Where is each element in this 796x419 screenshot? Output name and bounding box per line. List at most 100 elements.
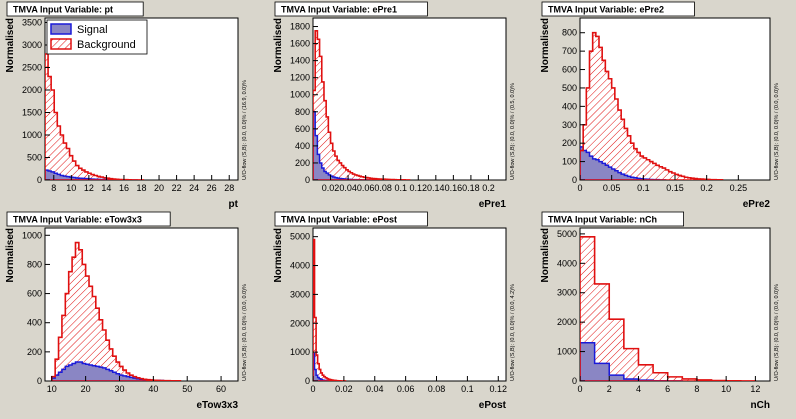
overflow-info: U/O-flow (S,B): (0.0, 0.0)% / (0.5, 0.0)… bbox=[510, 83, 516, 180]
legend-background-swatch bbox=[50, 38, 72, 50]
background-histogram-fill bbox=[580, 32, 723, 180]
x-axis-label: nCh bbox=[751, 400, 770, 411]
overflow-info: U/O-flow (S,B): (0.0, 0.0)% / (0.0, 0.0)… bbox=[774, 83, 780, 180]
y-tick-label: 0 bbox=[37, 175, 42, 185]
title-box bbox=[6, 1, 144, 17]
title-text: TMVA Input Variable: ePost bbox=[281, 215, 397, 225]
x-tick-label: 28 bbox=[224, 183, 234, 193]
x-tick-label: 0.04 bbox=[339, 183, 357, 193]
x-tick-label: 0 bbox=[577, 183, 582, 193]
x-tick-label: 0.15 bbox=[666, 183, 684, 193]
panel-title: TMVA Input Variable: nCh bbox=[541, 211, 685, 227]
y-tick-label: 1800 bbox=[290, 22, 310, 32]
y-tick-label: 4000 bbox=[557, 258, 577, 268]
y-tick-label: 500 bbox=[27, 153, 42, 163]
background-histogram-outline bbox=[45, 53, 145, 180]
x-tick-label: 0.05 bbox=[603, 183, 621, 193]
title-text: TMVA Input Variable: nCh bbox=[548, 215, 657, 225]
x-tick-label: 0.25 bbox=[730, 183, 748, 193]
y-tick-label: 200 bbox=[27, 347, 42, 357]
legend-signal-swatch bbox=[50, 23, 72, 35]
legend-signal-label: Signal bbox=[77, 24, 108, 36]
y-tick-label: 0 bbox=[305, 376, 310, 386]
title-box bbox=[541, 1, 695, 17]
y-tick-label: 5000 bbox=[557, 229, 577, 239]
x-tick-label: 0.08 bbox=[374, 183, 392, 193]
x-tick-label: 2 bbox=[607, 384, 612, 394]
panel-title: TMVA Input Variable: ePre1 bbox=[274, 1, 428, 17]
y-tick-label: 200 bbox=[295, 158, 310, 168]
panel-title: TMVA Input Variable: ePost bbox=[274, 211, 428, 227]
background-histogram-fill bbox=[313, 239, 346, 381]
title-box bbox=[6, 211, 171, 227]
background-histogram-outline bbox=[313, 29, 411, 180]
y-tick-label: 500 bbox=[562, 83, 577, 93]
y-axis-label: Normalised bbox=[273, 18, 284, 72]
x-tick-label: 0.1 bbox=[394, 183, 407, 193]
title-text: TMVA Input Variable: pt bbox=[13, 5, 113, 15]
y-tick-label: 0 bbox=[572, 175, 577, 185]
x-tick-label: 0.02 bbox=[322, 183, 340, 193]
overflow-info: U/O-flow (S,B): (0.0, 0.0)% / (16.9, 0.0… bbox=[242, 80, 248, 180]
histogram-panel-3: 10 20 30 40 50 6002004006008001000eTow3x3Norm… bbox=[5, 211, 248, 411]
x-axis-label: eTow3x3 bbox=[197, 400, 239, 411]
x-tick-label: 16 bbox=[119, 183, 129, 193]
background-histogram-fill bbox=[45, 54, 144, 180]
histogram-series bbox=[313, 29, 411, 180]
x-axis-label: ePre1 bbox=[479, 199, 507, 210]
x-tick-label: 8 bbox=[694, 384, 699, 394]
x-tick-label: 4 bbox=[636, 384, 641, 394]
y-tick-label: 400 bbox=[562, 101, 577, 111]
x-tick-label: 60 bbox=[216, 384, 226, 394]
y-tick-label: 1600 bbox=[290, 39, 310, 49]
histogram-panel-1: 0.02 0.04 0.06 0.08 0.1 0.12 0.14 0.16 0.18 0.2 0 2… bbox=[273, 1, 516, 210]
background-histogram-fill bbox=[51, 242, 181, 381]
x-tick-label: 20 bbox=[81, 384, 91, 394]
panel-title: TMVA Input Variable: pt bbox=[6, 1, 144, 17]
y-tick-label: 800 bbox=[27, 259, 42, 269]
x-tick-label: 0.2 bbox=[482, 183, 495, 193]
y-tick-label: 3000 bbox=[557, 288, 577, 298]
y-tick-label: 2500 bbox=[22, 63, 42, 73]
histogram-series bbox=[45, 53, 145, 180]
legend: Signal Background bbox=[46, 19, 148, 55]
x-tick-label: 8 bbox=[51, 183, 56, 193]
x-tick-label: 12 bbox=[750, 384, 760, 394]
histogram-panel-5: 0 2 4 6 8 10 12 0 1000 2000 3000 4000 5000 nCh Normali… bbox=[540, 211, 780, 411]
background-histogram-fill bbox=[313, 30, 410, 180]
y-axis-label: Normalised bbox=[540, 18, 551, 72]
x-axis-label: ePre2 bbox=[743, 199, 771, 210]
y-axis-label: Normalised bbox=[5, 18, 16, 72]
x-tick-label: 0.04 bbox=[366, 384, 384, 394]
y-tick-label: 2000 bbox=[22, 85, 42, 95]
x-tick-label: 0.1 bbox=[461, 384, 474, 394]
y-tick-label: 3000 bbox=[22, 40, 42, 50]
y-tick-label: 600 bbox=[27, 289, 42, 299]
x-tick-label: 0.02 bbox=[335, 384, 353, 394]
y-tick-label: 2000 bbox=[557, 317, 577, 327]
y-tick-label: 1500 bbox=[22, 108, 42, 118]
background-histogram-outline bbox=[313, 238, 347, 381]
y-tick-label: 5000 bbox=[290, 232, 310, 242]
y-tick-label: 3000 bbox=[290, 289, 310, 299]
overflow-info: U/O-flow (S,B): (0.0, 0.0)% / (0.0, 4.2)… bbox=[510, 284, 516, 381]
x-tick-label: 0 bbox=[577, 384, 582, 394]
panel-title: TMVA Input Variable: ePre2 bbox=[541, 1, 695, 17]
overflow-info: U/O-flow (S,B): (0.0, 0.0)% / (0.0, 0.0)… bbox=[774, 284, 780, 381]
overflow-info: U/O-flow (S,B): (0.0, 0.0)% / (0.0, 0.0)… bbox=[242, 284, 248, 381]
x-tick-label: 20 bbox=[154, 183, 164, 193]
y-tick-label: 0 bbox=[305, 175, 310, 185]
x-tick-label: 12 bbox=[84, 183, 94, 193]
y-tick-label: 0 bbox=[37, 376, 42, 386]
x-tick-label: 18 bbox=[136, 183, 146, 193]
title-text: TMVA Input Variable: ePre2 bbox=[548, 5, 664, 15]
plot-area bbox=[312, 17, 507, 181]
title-box bbox=[274, 1, 428, 17]
title-box bbox=[274, 211, 428, 227]
x-tick-label: 0 bbox=[310, 384, 315, 394]
y-tick-label: 800 bbox=[295, 107, 310, 117]
plot-area bbox=[312, 227, 507, 382]
x-tick-label: 14 bbox=[101, 183, 111, 193]
y-tick-label: 1000 bbox=[557, 347, 577, 357]
y-tick-label: 300 bbox=[562, 120, 577, 130]
